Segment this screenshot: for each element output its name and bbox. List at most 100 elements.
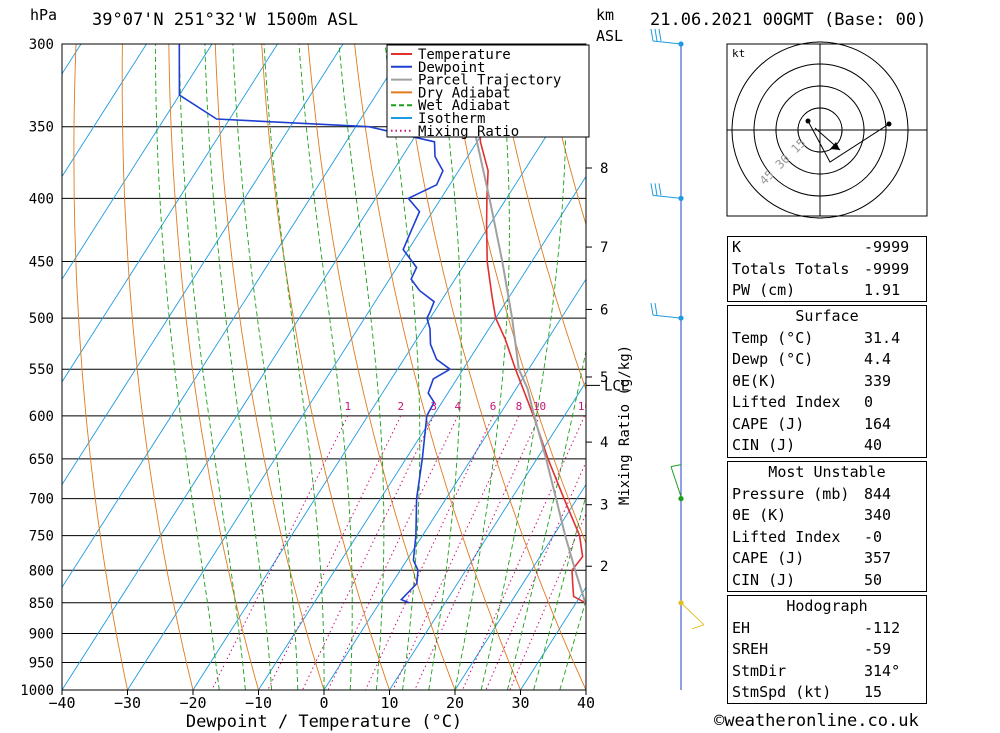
dry-adiabat-line: [446, 44, 586, 545]
index-row-totals: Totals Totals -9999: [728, 259, 926, 281]
row-value: -112: [864, 618, 901, 637]
row-value: 314°: [864, 661, 901, 680]
wind-barb-flag: [658, 183, 662, 196]
row-value: 31.4: [864, 328, 901, 347]
pressure-tick-label: 900: [29, 626, 54, 642]
wet-adiabat-line: [298, 44, 353, 690]
hodograph-point: [886, 121, 892, 127]
wind-barb: [652, 314, 682, 319]
pressure-tick-label: 700: [29, 492, 54, 508]
wind-barb-flag: [650, 183, 654, 196]
wind-barb: [680, 602, 705, 626]
pressure-tick-label: 800: [29, 563, 54, 579]
copyright-link[interactable]: ©weatheronline.co.uk: [714, 711, 919, 731]
table-row: EH -112: [728, 618, 926, 640]
isotherm-line: [192, 72, 586, 690]
surface-title: Surface: [795, 307, 859, 325]
dry-adiabat-line: [539, 44, 586, 227]
row-label: CAPE (J): [732, 549, 805, 567]
wet-adiabat-line: [384, 44, 421, 690]
mixing-ratio-line: [211, 415, 349, 690]
wet-adiabat-line: [454, 44, 510, 690]
pressure-tick-label: 1000: [20, 683, 54, 699]
height-tick-label: 2: [600, 559, 608, 575]
hodograph-table: Hodograph EH -112 SREH -59 StmDir 314° StmSpd …: [727, 595, 927, 704]
pressure-tick-label: 550: [29, 362, 54, 378]
height-tick-label: 6: [600, 302, 608, 318]
pressure-tick-label: 450: [29, 255, 54, 271]
row-value: 0: [864, 393, 874, 411]
row-label: CIN (J): [732, 570, 796, 589]
table-row: CIN (J) 50: [728, 570, 926, 592]
isotherm-line: [0, 44, 16, 690]
mixing-ratio-line: [267, 415, 402, 690]
wind-barb: [652, 40, 682, 45]
isotherm-line: [389, 381, 586, 690]
location-title: 39°07'N 251°32'W 1500m ASL: [92, 10, 359, 30]
table-row: SREH -59: [728, 639, 926, 661]
pressure-tick-label: 600: [29, 409, 54, 425]
wet-adiabat-line: [480, 44, 567, 690]
wet-adiabat-line: [533, 493, 586, 690]
wind-barb-flag: [650, 28, 654, 42]
row-label: θE(K): [732, 371, 778, 390]
hodograph-table-title: Hodograph: [786, 597, 868, 615]
isotherm-line: [454, 483, 586, 690]
dry-adiabat-line: [493, 44, 586, 391]
table-row: CIN (J) 40: [728, 435, 926, 457]
chart-grid: [0, 44, 586, 690]
table-row: CAPE (J) 164: [728, 414, 926, 436]
height-tick-label: 8: [600, 161, 608, 177]
wind-barb: [670, 466, 682, 497]
index-value: -9999: [864, 238, 910, 256]
row-value: 339: [864, 371, 892, 390]
table-row: Pressure (mb) 844: [728, 484, 926, 506]
row-value: 50: [864, 570, 883, 589]
legend-label: Temperature: [418, 47, 511, 63]
wind-barb-flag: [670, 464, 682, 468]
row-label: SREH: [732, 640, 769, 658]
height-tick-label: 7: [600, 240, 608, 256]
mixing-ratio-label: 8: [516, 400, 523, 413]
index-label: Totals Totals: [732, 259, 850, 278]
table-row: Temp (°C) 31.4: [728, 328, 926, 350]
height-unit-km: km: [596, 6, 615, 24]
dry-adiabat-line: [261, 44, 390, 690]
wind-barb-flag: [650, 303, 654, 316]
height-tick-label: 5: [600, 370, 608, 386]
row-value: -0: [864, 527, 883, 546]
row-label: Lifted Index: [732, 527, 841, 546]
x-axis-label: Dewpoint / Temperature (°C): [186, 712, 462, 732]
wind-level-dot: [678, 496, 684, 502]
row-label: Lifted Index: [732, 393, 841, 411]
mixing-ratio-label: 16: [578, 400, 591, 413]
wet-adiabat-line: [559, 598, 586, 690]
temperature-line: [473, 44, 586, 604]
x-tick-label: 10: [380, 694, 398, 712]
hodograph-trace: [807, 120, 890, 163]
wet-adiabat-line: [232, 44, 299, 690]
index-label: PW (cm): [732, 281, 796, 299]
index-value: -9999: [864, 259, 910, 278]
wet-adiabat-line: [428, 44, 462, 690]
most-unstable-title: Most Unstable: [768, 463, 886, 481]
mixing-ratio-label: 20: [600, 400, 613, 413]
pressure-tick-label: 400: [29, 191, 54, 207]
isotherm-line: [62, 44, 278, 383]
row-label: CAPE (J): [732, 414, 805, 433]
wind-barb-flag: [654, 183, 658, 196]
hodograph-unit: kt: [732, 47, 745, 60]
pressure-tick-label: 300: [29, 37, 54, 53]
isotherm-line: [62, 44, 213, 281]
table-row: StmDir 314°: [728, 661, 926, 683]
legend-box: [386, 44, 590, 138]
row-value: 4.4: [864, 350, 892, 368]
mixing-ratio-label: 4: [454, 400, 461, 413]
row-value: -59: [864, 640, 892, 658]
wind-barb-flag: [654, 303, 658, 316]
dry-adiabat-line: [307, 44, 456, 690]
row-value: 844: [864, 484, 892, 503]
